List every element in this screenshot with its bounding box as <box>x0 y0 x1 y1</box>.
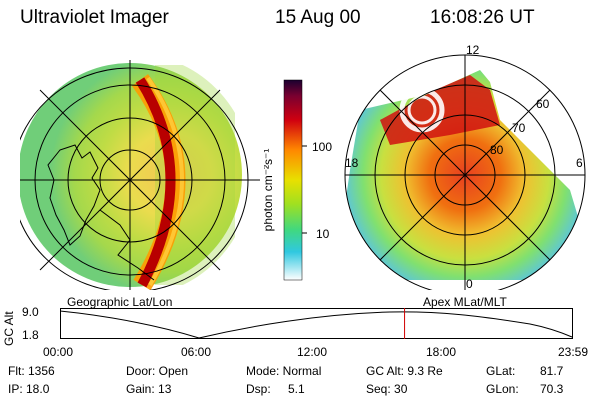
altitude-frame <box>60 308 573 339</box>
polar-grid <box>344 54 586 290</box>
door-value: Door: Open <box>126 364 189 378</box>
xtick-0000: 00:00 <box>43 345 74 359</box>
lat-label-60: 60 <box>536 97 550 111</box>
instrument-title: Ultraviolet Imager <box>20 7 169 28</box>
polar-plot: 12 18 6 0 60 70 80 <box>344 43 586 290</box>
geographic-image <box>20 60 260 290</box>
colorbar: photon cm⁻²s⁻¹ <box>264 79 307 281</box>
dsp-label: Dsp: <box>246 382 271 396</box>
xtick-1200: 12:00 <box>297 345 328 359</box>
altitude-plot <box>60 308 573 339</box>
auroral-oval-core <box>135 77 176 288</box>
mlt-label-0: 0 <box>466 277 473 290</box>
lat-label-80: 80 <box>490 143 504 157</box>
lat-label-70: 70 <box>512 121 526 135</box>
mlt-label-18: 18 <box>345 156 359 170</box>
altitude-curve <box>60 310 573 339</box>
altitude-ytick-high: 9.0 <box>22 305 39 319</box>
colorbar-tick-10: 10 <box>316 227 330 241</box>
gain-value: Gain: 13 <box>126 382 172 396</box>
altitude-ylabel: GC Alt <box>2 311 16 347</box>
earth-disk <box>20 63 242 287</box>
coastline-2 <box>99 209 155 281</box>
speckle-layer <box>131 65 235 290</box>
mlt-label-6: 6 <box>576 156 583 170</box>
mode-value: Mode: Normal <box>246 364 322 378</box>
xtick-2359: 23:59 <box>558 345 589 359</box>
glon-value: 70.3 <box>540 382 564 396</box>
glon-label: GLon: <box>486 382 519 396</box>
geographic-label: Geographic Lat/Lon <box>67 295 173 309</box>
gcalt-value: GC Alt: 9.3 Re <box>366 364 443 378</box>
coastline <box>47 144 101 246</box>
glat-label: GLat: <box>486 364 516 378</box>
colorbar-gradient <box>283 79 303 281</box>
dsp-value: 5.1 <box>288 382 305 396</box>
xtick-1800: 18:00 <box>426 345 457 359</box>
lat-lon-grid <box>20 60 260 290</box>
time-label: 16:08:26 UT <box>430 7 535 28</box>
colorbar-unit-label: photon cm⁻²s⁻¹ <box>264 149 275 232</box>
date-label: 15 Aug 00 <box>275 7 361 28</box>
glat-value: 81.7 <box>540 364 564 378</box>
mlt-label-12: 12 <box>466 43 480 57</box>
ip-value: IP: 18.0 <box>8 382 50 396</box>
xtick-0600: 06:00 <box>181 345 212 359</box>
colorbar-tick-100: 100 <box>312 140 333 154</box>
altitude-ytick-low: 1.8 <box>22 328 39 342</box>
seq-value: Seq: 30 <box>366 382 408 396</box>
apex-label: Apex MLat/MLT <box>423 295 507 309</box>
flt-value: Flt: 1356 <box>8 364 55 378</box>
